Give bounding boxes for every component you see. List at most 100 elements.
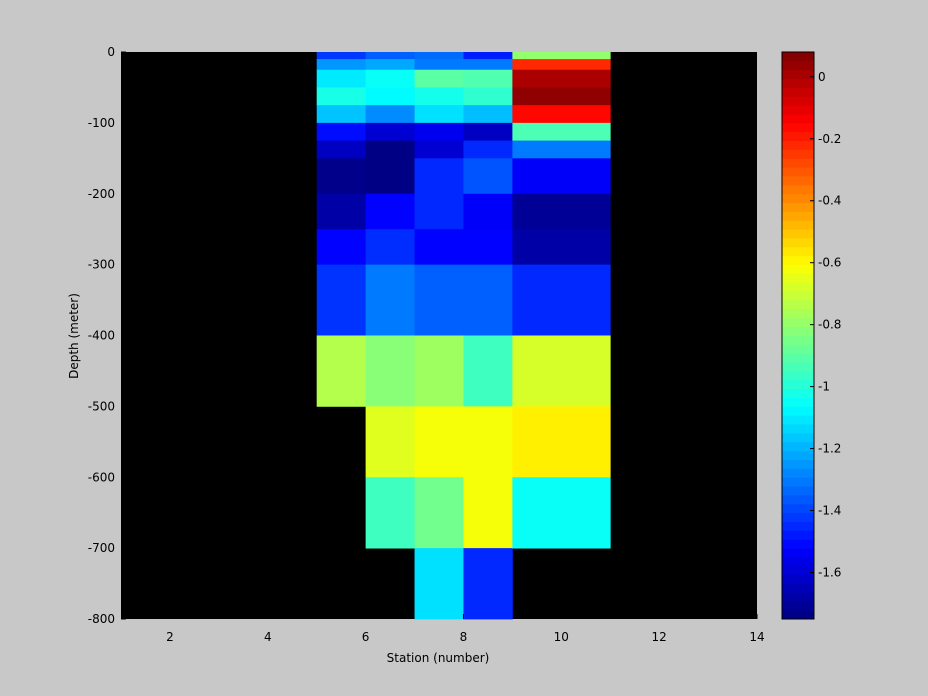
colorbar-segment [782,52,814,62]
heatmap-cell [414,59,464,71]
heatmap-cell [316,87,367,106]
colorbar-tick-label: -1 [818,380,830,394]
heatmap-cell [414,193,464,230]
y-tick-label: 0 [107,45,115,59]
heatmap-cell [316,264,367,336]
heatmap-cell [365,87,415,106]
y-tick-label: -400 [88,329,115,343]
colorbar-segment [782,610,814,620]
colorbar-segment [782,379,814,390]
colorbar-tick-label: -0.2 [818,132,841,146]
y-tick-label: -600 [88,470,115,484]
heatmap-cell [365,105,415,124]
colorbar-segment [782,459,814,469]
colorbar-segment [782,477,814,487]
heatmap-cell [414,335,464,407]
heatmap-cell [512,52,611,60]
heatmap-cell [365,122,415,141]
colorbar-segment [782,406,814,416]
heatmap-cell [414,548,464,620]
heatmap-cell [365,193,415,230]
heatmap-cell [316,140,367,159]
colorbar-segment [782,574,814,584]
heatmap-cell [512,193,611,230]
colorbar-segment [782,78,814,88]
y-tick-label: -200 [88,187,115,201]
heatmap-cell [463,52,513,60]
heatmap-cell [414,122,464,141]
x-tick-label: 12 [652,630,667,644]
heatmap-cell [463,335,513,407]
colorbar-segment [782,264,814,274]
colorbar-segment [782,521,814,531]
colorbar-segment [782,539,814,549]
x-tick-label: 2 [166,630,174,644]
heatmap-cell [316,52,367,60]
colorbar-segment [782,370,814,381]
colorbar-segment [782,87,814,97]
y-axis-ticks: 0 -100 -200 -300 -400 -500 -600 -700 -800 [88,45,126,626]
heatmap-cell [512,406,611,478]
colorbar-segment [782,96,814,106]
heatmap-cell [414,69,464,88]
colorbar-segment [782,105,814,115]
colorbar-segment [782,158,814,168]
heatmap-cell [414,105,464,124]
heatmap-cell [414,52,464,60]
heatmap-cell [512,335,611,407]
colorbar-segment [782,530,814,540]
heatmap-cell [414,140,464,159]
colorbar-segment [782,335,814,345]
colorbar-segment [782,176,814,186]
colorbar-segment [782,415,814,425]
colorbar-segment [782,583,814,593]
colorbar-segment [782,211,814,221]
colorbar-segment [782,220,814,230]
colorbar-tick-label: -0.4 [818,194,841,208]
colorbar-segment [782,193,814,204]
heatmap-cell [414,158,464,195]
x-axis-ticks: 2 4 6 8 10 12 14 [166,614,765,644]
colorbar-segment [782,486,814,496]
colorbar-segment [782,317,814,328]
colorbar-segment [782,441,814,452]
colorbar-segment [782,450,814,460]
heatmap-cell [512,264,611,336]
colorbar-segment [782,326,814,336]
colorbar-segment [782,512,814,522]
heatmap-cell [365,406,415,478]
heatmap-cell [463,69,513,88]
colorbar-tick-label: 0 [818,70,826,84]
colorbar-segment [782,69,814,79]
colorbar-segment [782,432,814,443]
heatmap-cell [316,69,367,88]
heatmap-cell [316,59,367,71]
colorbar-segment [782,556,814,567]
colorbar-segment [782,122,814,133]
colorbar-segment [782,397,814,407]
heatmap-cell [414,87,464,106]
heatmap-cell [512,122,611,141]
colorbar-tick-label: -1.6 [818,566,841,580]
colorbar-segment [782,494,814,505]
colorbar-tick-label: -1.4 [818,504,841,518]
colorbar-segment [782,353,814,363]
colorbar-segment [782,246,814,257]
heatmap-cell [463,105,513,124]
heatmap-cell [512,87,611,106]
heatmap-cell [512,140,611,159]
heatmap-cell [463,87,513,106]
heatmap-cell [316,105,367,124]
colorbar-segment [782,149,814,159]
heatmap-cell [463,59,513,71]
heatmap-cell [414,477,464,549]
colorbar-segment [782,273,814,283]
colorbar-segment [782,229,814,239]
colorbar-segment [782,601,814,611]
heatmap-cell [414,229,464,266]
x-axis-label: Station (number) [387,651,490,665]
heatmap-cell [512,105,611,124]
colorbar-tick-label: -0.6 [818,256,841,270]
heatmap-cell [365,69,415,88]
